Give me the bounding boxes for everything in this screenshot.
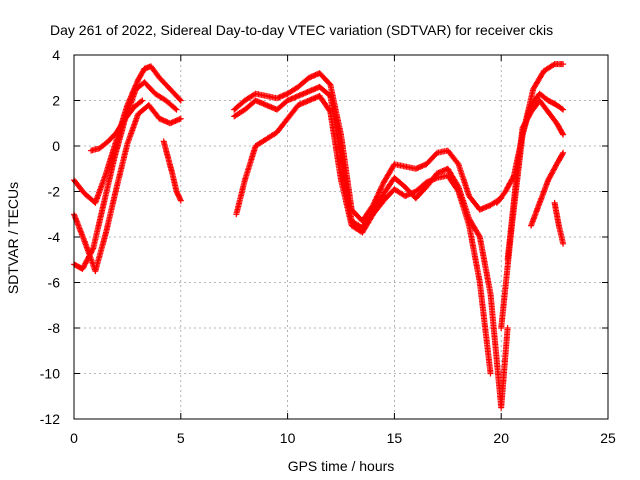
y-tick-label: 4 (52, 47, 60, 63)
y-axis-label: SDTVAR / TECUs (5, 182, 21, 294)
marker-trace (493, 90, 567, 206)
y-tick-label: -8 (48, 320, 61, 336)
marker-trace (504, 97, 567, 263)
x-axis-label: GPS time / hours (288, 458, 395, 474)
tick-labels: 0 5 10 15 20 25 -12 -10 -8 -6 -4 -2 0 2 4 (40, 47, 616, 446)
series-arc-8 (233, 92, 494, 377)
marker-trace (71, 63, 184, 206)
x-tick-label: 15 (387, 430, 403, 446)
marker-trace (160, 138, 184, 204)
y-tick-label: -12 (40, 411, 60, 427)
series-arc-13 (551, 199, 567, 247)
y-tick-label: -6 (48, 275, 61, 291)
y-tick-label: -4 (48, 229, 61, 245)
marker-trace (88, 97, 146, 154)
x-tick-label: 25 (600, 430, 616, 446)
plot-frame (73, 54, 609, 420)
x-tick-label: 5 (177, 430, 185, 446)
y-tick-label: 2 (52, 93, 60, 109)
series-arc-10 (493, 90, 567, 206)
marker-trace (231, 70, 505, 225)
x-tick-label: 20 (493, 430, 509, 446)
series-arc-1 (71, 63, 184, 206)
data-markers (71, 61, 567, 411)
series-arc-4 (88, 97, 146, 154)
series-arc-11 (504, 97, 567, 263)
y-tick-label: -2 (48, 184, 61, 200)
series-arc-5 (160, 138, 184, 204)
marker-trace (551, 199, 567, 247)
marker-trace (71, 102, 184, 275)
y-tick-label: 0 (52, 138, 60, 154)
series-arc-6 (231, 70, 505, 225)
x-tick-label: 10 (280, 430, 296, 446)
y-tick-label: -10 (40, 366, 60, 382)
marker-trace (233, 92, 494, 377)
marker-trace (528, 149, 567, 229)
series-arc-12 (528, 149, 567, 229)
chart-title: Day 261 of 2022, Sidereal Day-to-day VTE… (50, 22, 553, 38)
x-tick-label: 0 (70, 430, 78, 446)
series-arc-3 (71, 102, 184, 275)
